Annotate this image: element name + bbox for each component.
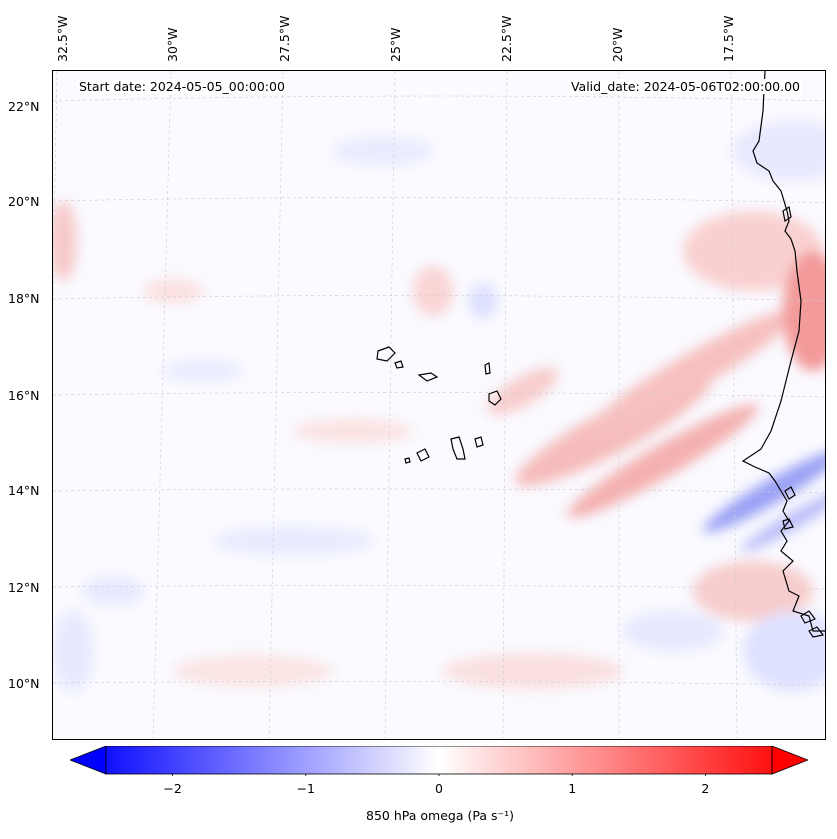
- colorbar-tick-label: 1: [568, 781, 577, 796]
- start-date-label: Start date: 2024-05-05_00:00:00: [77, 79, 287, 94]
- lat-label-12n: 12°N: [8, 580, 40, 595]
- cape-verde-sao-nicolau: [417, 372, 439, 382]
- cape-verde-santo-antao: [376, 346, 396, 362]
- lon-label-20w: 20°W: [610, 27, 625, 62]
- map-panel[interactable]: [52, 70, 826, 740]
- lon-label-30w: 30°W: [165, 27, 180, 62]
- colorbar-tick-label: 0: [435, 781, 443, 796]
- coastline: [376, 71, 825, 638]
- lat-label-22n: 22°N: [8, 99, 40, 114]
- colorbar-label: 850 hPa omega (Pa s⁻¹): [366, 808, 514, 823]
- colorbar-tick-label: −2: [163, 781, 182, 796]
- colorbar-tick-label: −1: [296, 781, 316, 796]
- lon-label-22-5w: 22.5°W: [499, 15, 514, 62]
- colorbar-extend-max: [771, 746, 808, 775]
- lon-label-27-5w: 27.5°W: [277, 15, 292, 62]
- gridlines: [53, 71, 825, 739]
- africa-coastline: [741, 71, 825, 632]
- colorbar: [70, 746, 808, 776]
- cape-verde-brava: [404, 457, 411, 464]
- lat-label-20n: 20°N: [8, 194, 40, 209]
- cape-verde-fogo: [416, 448, 430, 462]
- lon-label-25w: 25°W: [388, 27, 403, 62]
- cape-verde-sal: [484, 362, 491, 375]
- lat-label-14n: 14°N: [8, 483, 40, 498]
- lon-label-32-5w: 32.5°W: [55, 15, 70, 62]
- colorbar-tick-label: 2: [701, 781, 710, 796]
- cape-verde-sao-vicente: [394, 360, 404, 369]
- lon-label-17-5w: 17.5°W: [721, 15, 736, 62]
- valid-date-label: Valid_date: 2024-05-06T02:00:00.00: [568, 79, 802, 94]
- omega-field-map: [53, 71, 825, 739]
- lat-label-18n: 18°N: [8, 291, 40, 306]
- lat-label-10n: 10°N: [8, 676, 40, 691]
- lat-label-16n: 16°N: [8, 388, 40, 403]
- omega-shading: [53, 121, 825, 691]
- colorbar-body: [105, 746, 773, 775]
- cape-verde-boa-vista: [488, 390, 502, 406]
- cape-verde-santiago: [450, 436, 466, 460]
- colorbar-extend-min: [70, 746, 107, 775]
- cape-verde-maio: [474, 436, 484, 448]
